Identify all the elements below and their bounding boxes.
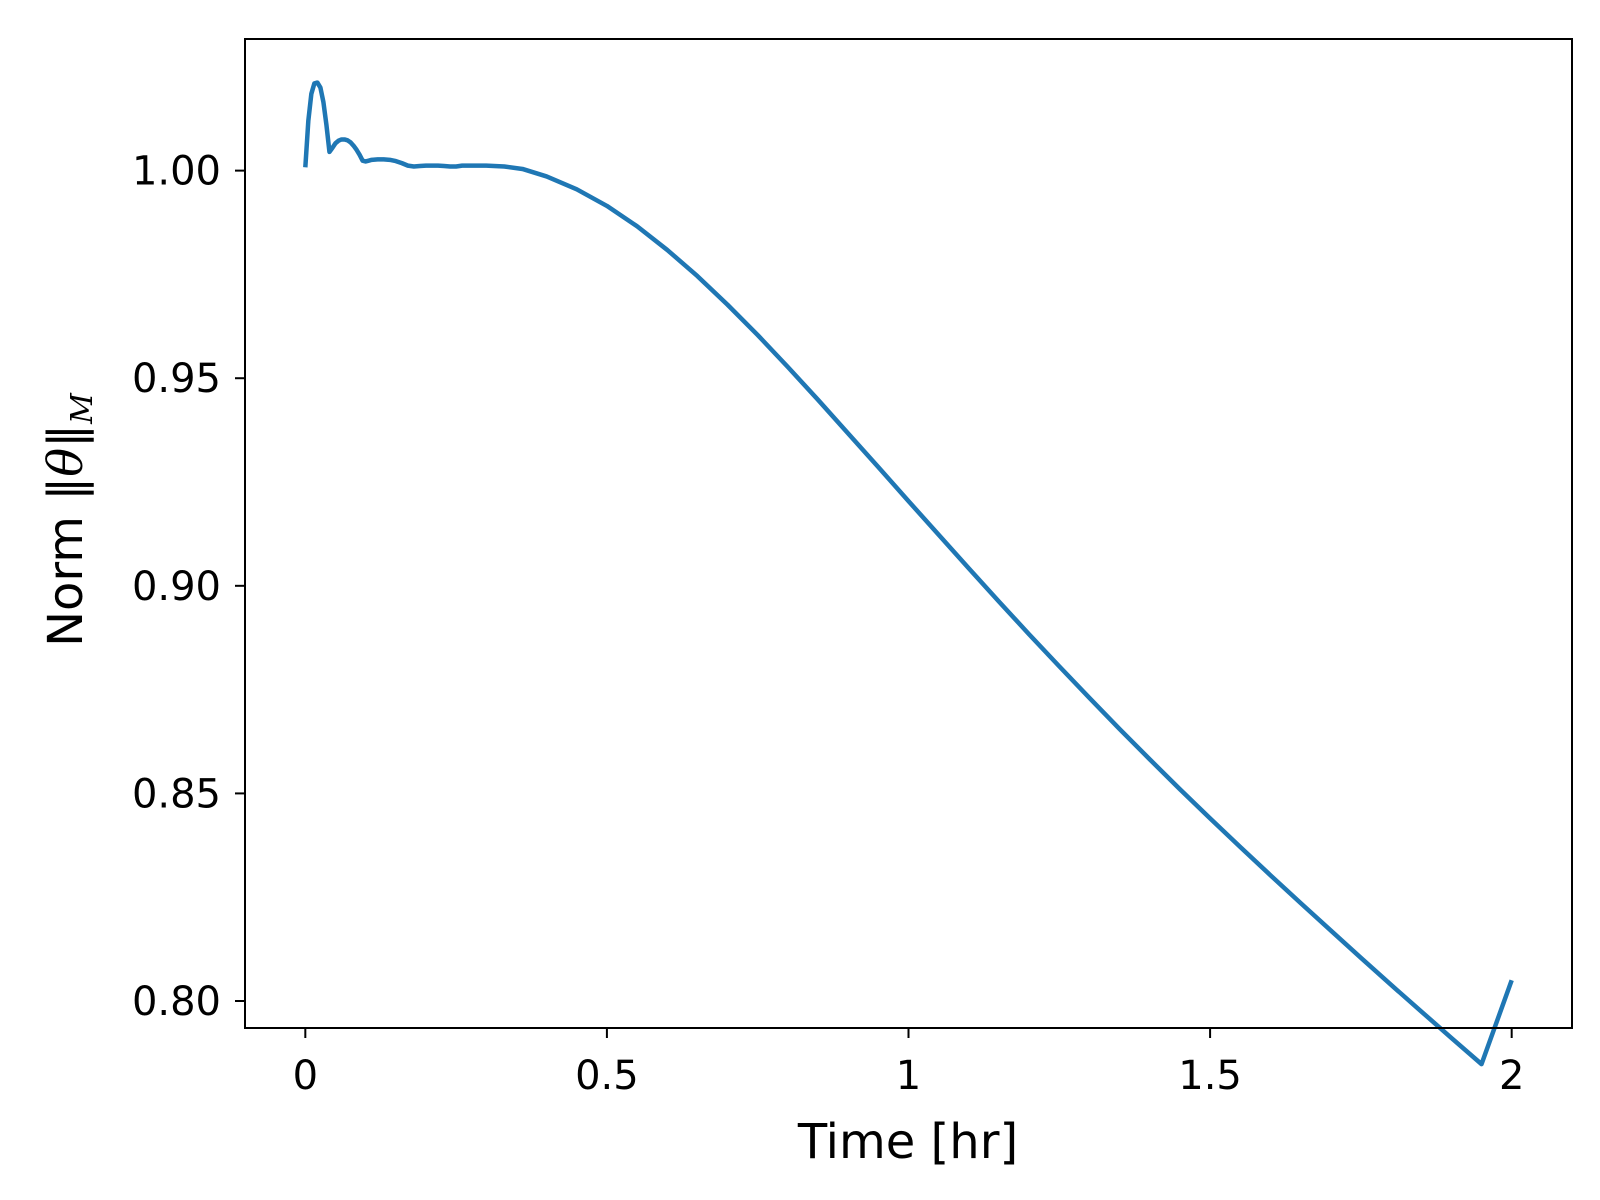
plot-frame [244,38,1573,1029]
y-tick-label: 0.95 [132,356,221,402]
y-tick-label: 0.80 [132,979,221,1025]
plot-area [303,80,1514,1067]
x-axis-ticks: 0 0.5 1 1.5 2 [293,1028,1524,1099]
x-tick-label: 1 [896,1053,921,1099]
y-axis-norm-open: ‖ [38,477,94,501]
y-axis-ticks: 0.80 0.85 0.90 0.95 1.00 [132,149,245,1025]
x-tick-label: 1.5 [1178,1053,1242,1099]
y-axis-label: Norm ‖θ‖M [38,392,100,647]
x-axis-label: Time [hr] [797,1114,1018,1170]
x-tick-label: 0.5 [575,1053,639,1099]
y-axis-label-prefix: Norm [38,501,94,647]
y-axis-label-subscript: M [65,392,100,425]
y-axis-label-symbol: θ [38,448,94,477]
y-tick-label: 1.00 [132,149,221,195]
x-tick-label: 2 [1499,1053,1524,1099]
series-line-0 [303,80,1514,1067]
y-axis-norm-close: ‖ [38,424,94,448]
x-tick-label: 0 [293,1053,318,1099]
y-tick-label: 0.85 [132,771,221,817]
y-tick-label: 0.90 [132,564,221,610]
